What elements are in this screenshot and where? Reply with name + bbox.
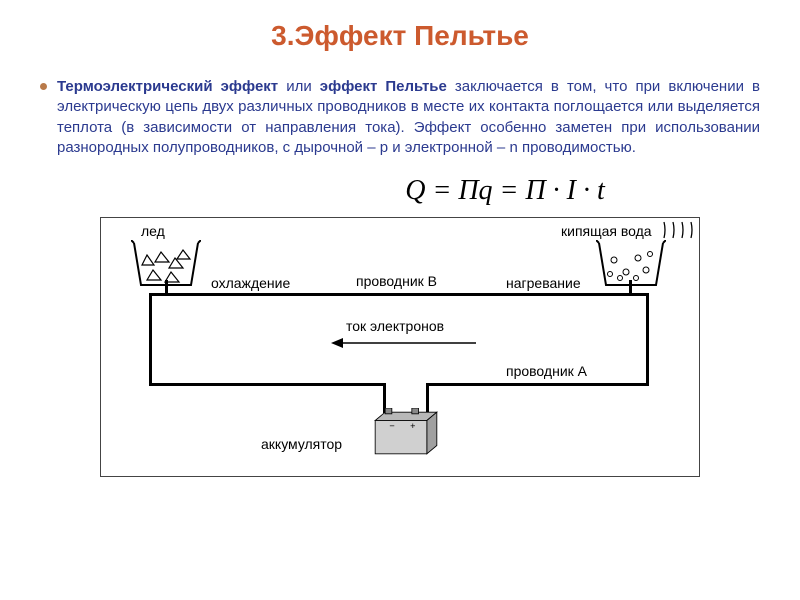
peltier-diagram: лед охлаждение кипящая вода нагревание [100,217,700,477]
wire-right-join [596,293,632,296]
bold-term-1: Термоэлектрический эффект [57,78,278,95]
battery-icon: − + [361,408,451,458]
bold-term-2: эффект Пельтье [320,78,447,95]
svg-text:+: + [410,421,415,431]
svg-text:−: − [389,421,394,431]
conductor-a-left-v [149,296,152,386]
wire-left-join [165,293,204,296]
conductor-a-bottom-left [149,383,386,386]
label-conductor-b: проводник B [356,273,437,289]
label-cooling: охлаждение [211,275,290,291]
slide-title: 3.Эффект Пельтье [40,20,760,52]
formula: Q = Пq = П · I · t [40,175,760,207]
label-conductor-a: проводник A [506,363,587,379]
conductor-a-right-top [632,293,649,296]
bullet-icon [40,83,47,90]
conductor-a-bottom-right [426,383,649,386]
steam-icon [661,220,696,242]
conductor-b-wire [201,293,596,296]
electron-arrow-icon [331,336,481,350]
label-boiling: кипящая вода [561,223,652,239]
body-paragraph-row: Термоэлектрический эффект или эффект Пел… [40,77,760,170]
conductor-a-right-v [646,296,649,386]
body-paragraph: Термоэлектрический эффект или эффект Пел… [57,77,760,158]
label-battery: аккумулятор [261,436,342,452]
label-heating: нагревание [506,275,581,291]
label-ice: лед [141,223,165,239]
conductor-a-left-top [149,293,167,296]
text-mid1: или [278,78,320,95]
label-electron-current: ток электронов [346,318,444,334]
